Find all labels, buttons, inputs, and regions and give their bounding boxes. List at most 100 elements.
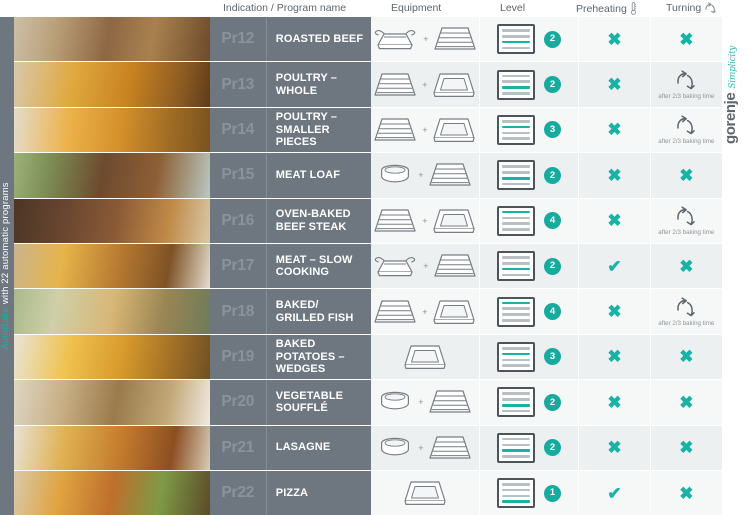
baking-tray-icon: [431, 70, 477, 100]
level-badge: 4: [544, 212, 562, 230]
preheating-cross-icon: [607, 348, 621, 365]
preheating-cell: [579, 17, 651, 62]
program-name: BAKED POTATOES – WEDGES: [275, 338, 345, 376]
program-number: Pr14: [221, 120, 255, 138]
equipment-cell: +: [370, 153, 480, 198]
preheating-cell: [579, 380, 651, 425]
plus-separator: +: [423, 34, 429, 45]
program-cell[interactable]: Pr17 MEAT – SLOW COOKING: [209, 243, 371, 289]
brand-name: gorenje: [722, 92, 739, 144]
program-cell[interactable]: Pr13 POULTRY – WHOLE: [209, 62, 371, 107]
table-row[interactable]: Pr13 POULTRY – WHOLE + 2: [14, 62, 723, 108]
level-badge: 3: [544, 121, 562, 139]
program-number: Pr21: [221, 438, 255, 456]
program-cell[interactable]: Pr15 MEAT LOAF: [209, 153, 371, 198]
program-divider: [265, 107, 267, 153]
equipment-cell: +: [370, 425, 480, 470]
table-row[interactable]: Pr21 LASAGNE + 2: [14, 425, 723, 471]
turning-cross-icon: [679, 485, 693, 502]
program-name: LASAGNE: [275, 441, 331, 454]
header-program-name: Indication / Program name: [223, 2, 347, 14]
food-photo-cell: [14, 334, 210, 380]
header-level: Level: [500, 2, 526, 14]
table-row[interactable]: Pr22 PIZZA 1: [14, 470, 723, 515]
turning-rotate-icon: [674, 206, 698, 228]
table-row[interactable]: Pr12 ROASTED BEEF + 2: [14, 17, 723, 63]
program-divider: [265, 198, 267, 243]
program-rows: Pr12 ROASTED BEEF + 2 Pr13 POULTRY – W: [14, 17, 723, 515]
turning-cell: [650, 425, 723, 470]
wire-grid-icon: [372, 115, 418, 145]
preheating-cross-icon: [607, 76, 621, 93]
program-cell[interactable]: Pr20 VEGETABLE SOUFFLÉ: [209, 380, 371, 425]
roasting-pan-icon: [371, 253, 419, 279]
potato-wedges-photo: [14, 334, 210, 380]
oven-level-icon: [497, 251, 536, 282]
oven-shelf-2: [502, 449, 531, 452]
oven-shelf-1: [502, 409, 531, 413]
equipment-cell: +: [370, 17, 480, 62]
table-row[interactable]: Pr14 POULTRY – SMALLER PIECES + 3: [14, 107, 723, 154]
plus-separator: +: [422, 79, 428, 90]
preheating-check-icon: [607, 485, 621, 502]
food-photo-cell: [14, 243, 210, 289]
program-cell[interactable]: Pr22 PIZZA: [209, 470, 371, 515]
preheating-cross-icon: [607, 31, 621, 48]
level-badge: 1: [544, 484, 562, 502]
turning-cell: after 2/3 baking time: [650, 198, 723, 243]
program-name: BAKED/ GRILLED FISH: [275, 299, 354, 324]
table-row[interactable]: Pr18 BAKED/ GRILLED FISH + 4: [14, 289, 723, 335]
oven-level-icon: [497, 387, 536, 418]
turning-cell: [650, 243, 723, 289]
equipment-cell: [370, 334, 480, 380]
program-cell[interactable]: Pr21 LASAGNE: [209, 425, 371, 470]
side-label-strip: AutoBake with 22 automatic programs: [0, 17, 14, 515]
oven-shelf-2: [502, 176, 531, 180]
program-cell[interactable]: Pr12 ROASTED BEEF: [209, 17, 371, 62]
oven-shelf-3: [502, 216, 531, 220]
oven-shelf-1: [502, 455, 531, 458]
program-divider: [265, 153, 267, 198]
meat-loaf-photo: [14, 153, 210, 198]
wire-grid-icon: [432, 251, 478, 281]
table-row[interactable]: Pr15 MEAT LOAF + 2: [14, 153, 723, 199]
program-cell[interactable]: Pr19 BAKED POTATOES – WEDGES: [209, 334, 371, 380]
oven-shelf-2: [502, 267, 531, 271]
equipment-cell: +: [370, 62, 480, 107]
program-divider: [265, 17, 267, 62]
baking-tray-icon: [402, 478, 448, 508]
preheating-cross-icon: [607, 303, 621, 320]
preheating-cell: [579, 107, 651, 153]
table-row[interactable]: Pr16 OVEN-BAKED BEEF STEAK + 4: [14, 198, 723, 244]
vegetable-souffle-photo: [14, 380, 210, 425]
program-cell[interactable]: Pr14 POULTRY – SMALLER PIECES: [209, 107, 371, 153]
wire-grid-icon: [372, 297, 418, 327]
program-divider: [265, 243, 267, 289]
oven-shelf-1: [502, 228, 531, 231]
side-label-highlight: AutoBake: [0, 306, 11, 350]
preheating-cell: [579, 470, 651, 515]
program-cell[interactable]: Pr16 OVEN-BAKED BEEF STEAK: [209, 198, 371, 243]
program-name: POULTRY – WHOLE: [275, 72, 337, 97]
preheating-cell: [579, 198, 651, 243]
program-name: POULTRY – SMALLER PIECES: [275, 111, 337, 149]
program-table: Indication / Program name Equipment Leve…: [14, 0, 723, 515]
oven-shelf-3: [502, 80, 531, 83]
thermometer-icon: [630, 2, 637, 15]
program-name: PIZZA: [275, 486, 309, 499]
turning-note: after 2/3 baking time: [658, 92, 715, 100]
round-dish-icon: [376, 435, 414, 461]
oven-shelf-2: [502, 403, 531, 407]
level-cell: 3: [479, 107, 580, 153]
table-row[interactable]: Pr19 BAKED POTATOES – WEDGES 3: [14, 334, 723, 381]
header-preheating: Preheating: [576, 2, 637, 15]
oven-shelf-2: [502, 313, 531, 316]
oven-level-icon: [497, 114, 536, 145]
table-header: Indication / Program name Equipment Leve…: [14, 0, 722, 17]
wire-grid-icon: [372, 70, 418, 100]
brand-claim: Simplicity: [728, 45, 738, 89]
table-row[interactable]: Pr17 MEAT – SLOW COOKING + 2: [14, 243, 723, 290]
program-cell[interactable]: Pr18 BAKED/ GRILLED FISH: [209, 289, 371, 334]
oven-shelf-1: [502, 500, 531, 504]
table-row[interactable]: Pr20 VEGETABLE SOUFFLÉ + 2: [14, 380, 723, 426]
